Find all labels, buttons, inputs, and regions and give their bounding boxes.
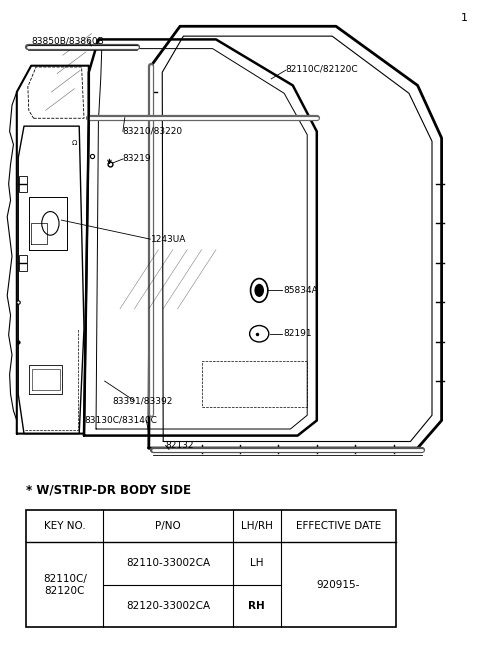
Text: * W/STRIP-DR BODY SIDE: * W/STRIP-DR BODY SIDE — [26, 483, 192, 496]
Text: 82132: 82132 — [166, 441, 194, 450]
Text: 83130C/83140C: 83130C/83140C — [84, 416, 157, 425]
Text: 1243UA: 1243UA — [151, 235, 187, 244]
Bar — [19, 176, 27, 192]
Circle shape — [254, 284, 264, 297]
Text: 82110C/
82120C: 82110C/ 82120C — [43, 574, 87, 595]
Text: 83219: 83219 — [122, 154, 151, 164]
Text: 82110-33002CA: 82110-33002CA — [126, 558, 210, 568]
Text: 82191: 82191 — [283, 329, 312, 338]
Text: 920915-: 920915- — [317, 579, 360, 590]
Text: 82120-33002CA: 82120-33002CA — [126, 601, 210, 611]
Text: EFFECTIVE DATE: EFFECTIVE DATE — [296, 521, 381, 532]
Text: 83391/83392: 83391/83392 — [113, 396, 173, 405]
Text: 83210/83220: 83210/83220 — [122, 127, 182, 136]
Text: 85834A: 85834A — [283, 286, 318, 295]
Text: LH/RH: LH/RH — [241, 521, 273, 532]
Text: 83850B/83860B: 83850B/83860B — [31, 36, 104, 45]
Text: Ω: Ω — [72, 140, 77, 147]
Text: P/NO: P/NO — [155, 521, 181, 532]
Text: LH: LH — [250, 558, 264, 568]
Text: 1: 1 — [461, 13, 468, 23]
Text: RH: RH — [249, 601, 265, 611]
Text: 82110C/82120C: 82110C/82120C — [286, 64, 358, 74]
Bar — [26, 510, 396, 627]
Bar — [19, 255, 27, 271]
Text: KEY NO.: KEY NO. — [44, 521, 85, 532]
